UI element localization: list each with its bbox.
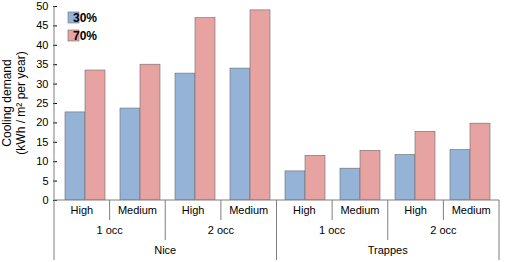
svg-text:20: 20 — [36, 116, 48, 128]
svg-text:40: 40 — [36, 39, 48, 51]
svg-text:High: High — [71, 204, 94, 216]
svg-text:45: 45 — [36, 19, 48, 31]
svg-text:Cooling demand: Cooling demand — [0, 59, 14, 146]
svg-text:(kWh / m² per year): (kWh / m² per year) — [14, 51, 28, 154]
svg-text:Medium: Medium — [452, 204, 491, 216]
svg-text:Medium: Medium — [229, 204, 268, 216]
svg-text:35: 35 — [36, 58, 48, 70]
svg-text:High: High — [293, 204, 316, 216]
svg-text:Medium: Medium — [118, 204, 157, 216]
svg-text:1 occ: 1 occ — [319, 224, 346, 236]
svg-text:High: High — [182, 204, 205, 216]
svg-text:Medium: Medium — [340, 204, 379, 216]
svg-text:5: 5 — [42, 175, 48, 187]
svg-text:15: 15 — [36, 136, 48, 148]
svg-text:2 occ: 2 occ — [208, 224, 235, 236]
svg-text:50: 50 — [36, 0, 48, 12]
svg-text:0: 0 — [42, 194, 48, 206]
svg-text:1 occ: 1 occ — [96, 224, 123, 236]
svg-text:2 occ: 2 occ — [430, 224, 457, 236]
svg-text:Nice: Nice — [154, 244, 176, 256]
svg-text:30%: 30% — [73, 11, 97, 25]
svg-text:25: 25 — [36, 97, 48, 109]
svg-text:High: High — [404, 204, 427, 216]
svg-text:10: 10 — [36, 155, 48, 167]
svg-text:70%: 70% — [73, 29, 97, 43]
svg-text:30: 30 — [36, 78, 48, 90]
svg-text:Trappes: Trappes — [368, 244, 408, 256]
